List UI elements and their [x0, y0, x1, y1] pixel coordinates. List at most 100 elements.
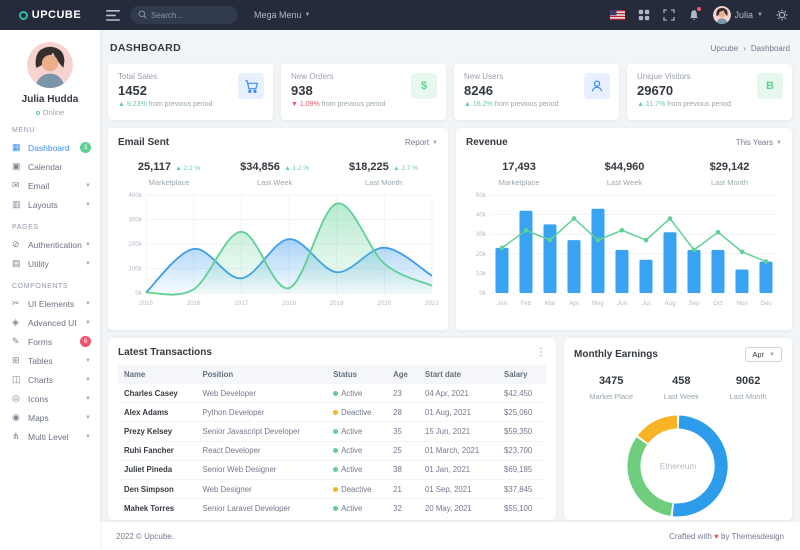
- column-status: Status: [327, 365, 388, 384]
- status-dot-icon: [333, 409, 339, 415]
- svg-text:2021: 2021: [425, 300, 438, 307]
- svg-text:2016: 2016: [187, 300, 202, 307]
- chevron-down-icon: ▼: [769, 351, 775, 358]
- sidebar-item-utility[interactable]: ▤ Utility ▼: [12, 258, 91, 269]
- svg-text:400k: 400k: [128, 192, 143, 199]
- breadcrumb-link-upcube[interactable]: Upcube: [710, 43, 739, 53]
- menu-toggle-icon[interactable]: [106, 9, 120, 21]
- table-row: Charles Casey Web Developer Active 23 04…: [124, 388, 533, 398]
- email-sent-chart: 0k 100k 200k 300k 400k 2015 2016 2017 2018 2019 20…: [118, 189, 439, 324]
- revenue-chart: 0k 10k 20k 30k 40k 50k Jan Feb Mar Apr May Jun Jul Au…: [466, 189, 782, 324]
- notification-badge: [696, 6, 701, 11]
- sidebar-item-charts[interactable]: ◫ Charts ▼: [12, 374, 91, 385]
- svg-text:0k: 0k: [135, 290, 143, 297]
- monthly-earnings-card: Monthly Earnings Apr ▼ 3475 Market Place…: [564, 338, 792, 520]
- search-icon: [138, 6, 147, 24]
- logo-icon: [18, 10, 28, 20]
- breadcrumb-current: Dashboard: [750, 43, 790, 53]
- stat-card-new-orders: New Orders 938 ▼ 1.09% from previous per…: [281, 64, 446, 120]
- user-name: Julia Hudda: [21, 94, 79, 105]
- sidebar-item-tables[interactable]: ⊞ Tables ▼: [12, 355, 91, 366]
- svg-text:0k: 0k: [479, 290, 487, 297]
- credit: Crafted with ♥ by Themesdesign: [669, 531, 784, 541]
- stat-card-unique-visitors: Unique Visitors 29670 ▲ 11.7% from previ…: [627, 64, 792, 120]
- card-title: Email Sent: [118, 137, 170, 148]
- svg-text:300k: 300k: [128, 217, 143, 224]
- sidebar-item-multi-level[interactable]: ⋔ Multi Level ▼: [12, 431, 91, 442]
- main-content: DASHBOARD Upcube › Dashboard Total Sales…: [100, 30, 800, 522]
- mini-stat-last-week: $44,960 Last Week: [604, 161, 645, 187]
- svg-text:Ethereum: Ethereum: [660, 461, 697, 471]
- revenue-card: Revenue This Years ▼ 17,493 Marketplace …: [456, 128, 792, 330]
- sidebar: Julia Hudda Online MENU ▦ Dashboard 3 ▣ …: [0, 30, 100, 550]
- svg-text:2017: 2017: [234, 300, 249, 307]
- mini-stat-marketplace: 17,493 Marketplace: [498, 161, 540, 187]
- sidebar-item-ui-elements[interactable]: ✂ UI Elements ▼: [12, 298, 91, 309]
- table-row: Alex Adams Python Developer Deactive 28 …: [118, 402, 546, 422]
- dashboard-icon: ▦: [12, 142, 21, 152]
- sidebar-item-email[interactable]: ✉ Email ▼: [12, 180, 91, 191]
- chevron-down-icon: ▼: [85, 241, 91, 248]
- svg-text:Sep: Sep: [688, 300, 700, 307]
- footer: 2022 © Upcube. Crafted with ♥ by Themesd…: [100, 522, 800, 550]
- chevron-down-icon: ▼: [304, 12, 311, 18]
- mini-stat-last-month: 9062 Last Month: [729, 375, 767, 401]
- table-row: Prezy Kelsey Senior Javascript Developer…: [118, 421, 546, 442]
- sidebar-item-icons[interactable]: ◎ Icons ▼: [12, 393, 91, 404]
- apps-grid-icon[interactable]: [638, 9, 650, 21]
- month-select[interactable]: Apr ▼: [745, 347, 782, 362]
- search-input[interactable]: [151, 10, 230, 20]
- sidebar-item-maps[interactable]: ◉ Maps ▼: [12, 412, 91, 423]
- svg-text:2018: 2018: [282, 300, 297, 307]
- earnings-stats: 3475 Market Place 458 Last Week 9062 Las…: [574, 371, 782, 401]
- status-dot-icon: [333, 390, 339, 396]
- user-icon: [584, 73, 610, 99]
- language-flag-icon[interactable]: [609, 10, 625, 20]
- chevron-down-icon: ▼: [85, 319, 91, 326]
- app-logo[interactable]: UPCUBE: [0, 9, 100, 21]
- topbar: UPCUBE Mega Menu ▼ Julia ▼: [0, 0, 800, 30]
- sidebar-item-advanced-ui[interactable]: ◈ Advanced UI ▼: [12, 317, 91, 328]
- revenue-stats: 17,493 Marketplace $44,960 Last Week $29…: [466, 157, 782, 187]
- svg-text:30k: 30k: [476, 231, 487, 238]
- kebab-menu-icon[interactable]: ⋮: [536, 346, 546, 358]
- svg-text:2019: 2019: [330, 300, 345, 307]
- chevron-down-icon: ▼: [85, 182, 91, 189]
- chevron-down-icon: ▼: [85, 201, 91, 208]
- user-menu[interactable]: Julia ▼: [712, 6, 763, 24]
- mini-stat-last-month: $29,142 Last Month: [709, 161, 750, 187]
- chevron-down-icon: ▼: [85, 395, 91, 402]
- notifications-bell-icon[interactable]: [688, 6, 701, 22]
- sidebar-item-dashboard[interactable]: ▦ Dashboard 3: [0, 138, 100, 157]
- user-avatar: [27, 42, 73, 88]
- sidebar-item-layouts[interactable]: ▥ Layouts ▼: [12, 199, 91, 210]
- svg-text:10k: 10k: [476, 270, 487, 277]
- earnings-donut-chart: Ethereum: [574, 407, 782, 520]
- icons-icon: ◎: [12, 393, 20, 403]
- column-age: Age: [387, 365, 420, 384]
- sidebar-item-forms[interactable]: ✎ Forms 6: [0, 332, 100, 351]
- mega-menu-button[interactable]: Mega Menu ▼: [254, 10, 311, 20]
- status-dot-icon: [333, 428, 339, 434]
- chevron-down-icon: ▼: [85, 433, 91, 440]
- email-sent-stats: 25,117 ▲ 2.2 % Marketplace $34,856 ▲ 1.2…: [118, 157, 438, 187]
- breadcrumb: Upcube › Dashboard: [711, 44, 790, 53]
- sidebar-nav: MENU ▦ Dashboard 3 ▣ Calendar ✉ Email ▼ …: [0, 117, 100, 446]
- table-row: Ruhi Fancher React Developer Active 25 0…: [118, 440, 546, 461]
- user-status: Online: [0, 108, 100, 117]
- copyright: 2022 © Upcube.: [116, 531, 174, 541]
- this-years-dropdown[interactable]: This Years ▼: [735, 138, 782, 147]
- sidebar-item-authentication[interactable]: ⊘ Authentication ▼: [12, 239, 91, 250]
- settings-gear-icon[interactable]: [776, 9, 788, 21]
- calendar-icon: ▣: [12, 161, 21, 171]
- bitcoin-icon: B: [757, 73, 783, 99]
- sidebar-section-label: COMPONENTS: [12, 283, 69, 290]
- stat-card-total-sales: Total Sales 1452 ▲ 9.23% from previous p…: [108, 64, 273, 120]
- maps-icon: ◉: [12, 412, 20, 422]
- table-row: Mahek Torres Senior Laravel Developer Ac…: [118, 498, 546, 518]
- report-dropdown[interactable]: Report ▼: [405, 138, 438, 147]
- mini-stat-last-week: 458 Last Week: [663, 375, 699, 401]
- fullscreen-icon[interactable]: [662, 9, 675, 21]
- svg-text:100k: 100k: [128, 266, 143, 273]
- sidebar-item-calendar[interactable]: ▣ Calendar: [12, 161, 63, 172]
